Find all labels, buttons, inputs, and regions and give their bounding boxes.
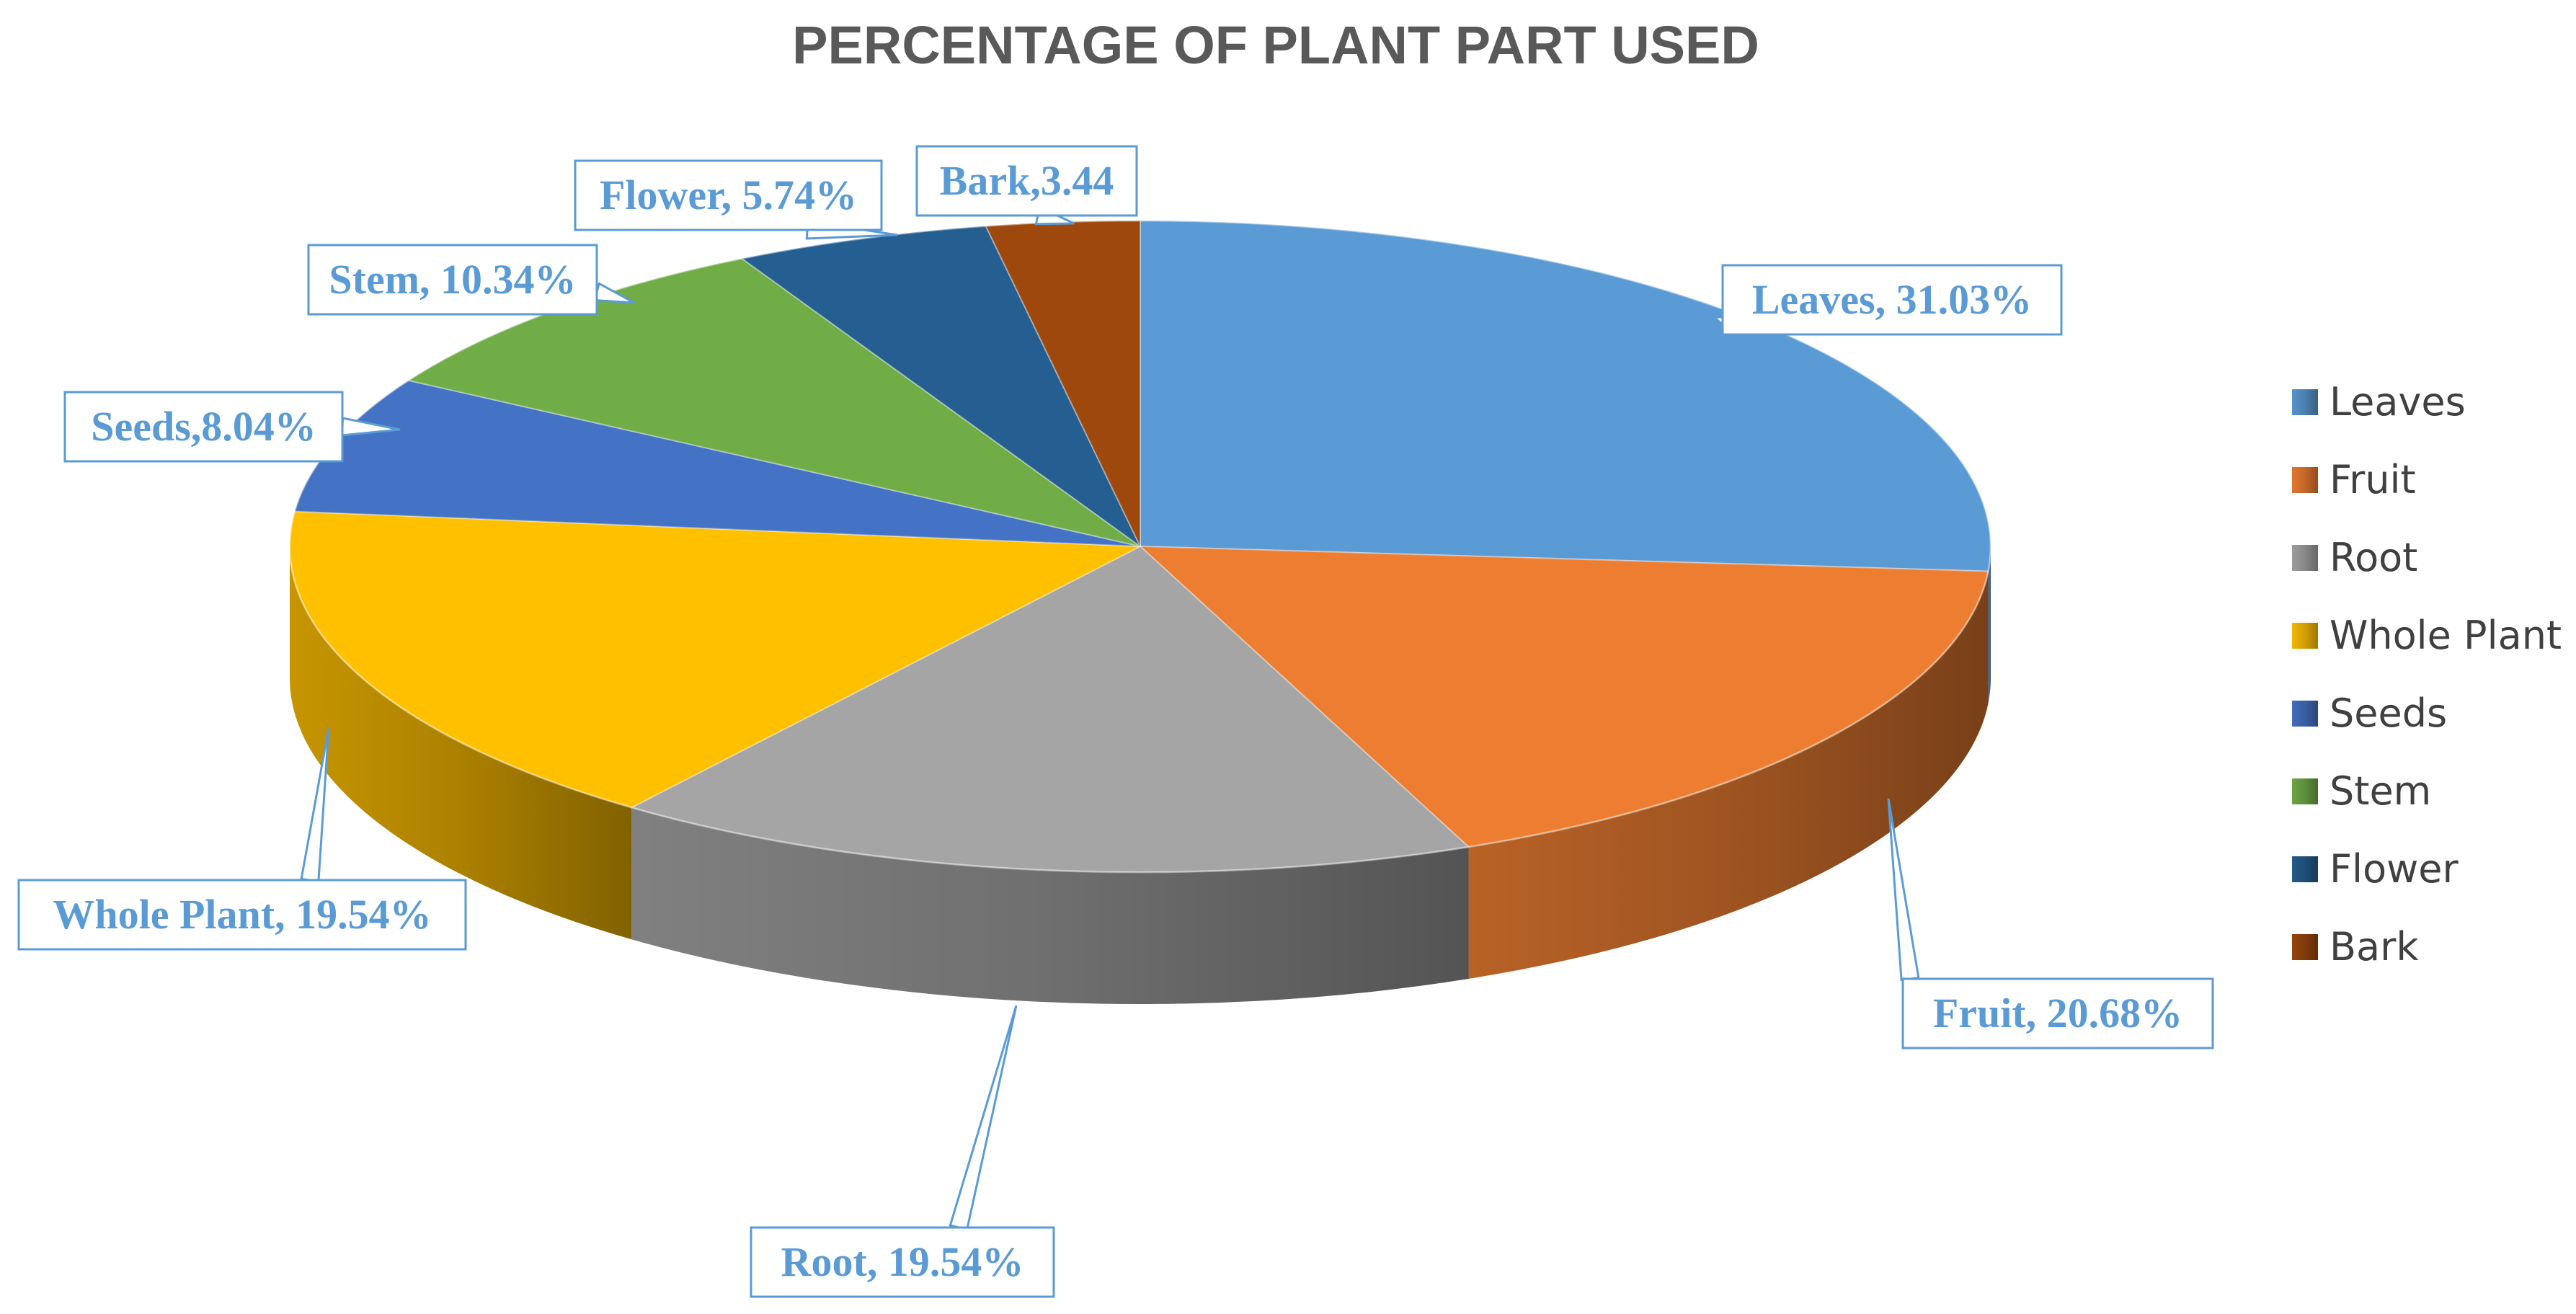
slice-flower <box>740 225 1141 547</box>
legend-swatch-shade-seeds <box>2292 701 2318 727</box>
legend-label-fruit: Fruit <box>2329 457 2416 502</box>
pie-rim <box>288 219 1992 874</box>
data-label-flower: Flower, 5.74% <box>600 172 857 218</box>
leader-fruit <box>1887 798 1920 982</box>
side-shade-fruit <box>1468 571 1989 979</box>
legend-label-leaves: Leaves <box>2329 379 2466 425</box>
legend-label-whole-plant: Whole Plant <box>2329 613 2562 658</box>
data-label-whole-plant: Whole Plant, 19.54% <box>53 891 431 938</box>
data-label-seeds: Seeds,8.04% <box>91 403 316 450</box>
legend-swatch-shade-stem <box>2292 778 2318 804</box>
slice-root <box>629 545 1470 873</box>
chart-title: PERCENTAGE OF PLANT PART USED <box>792 15 1759 75</box>
legend-label-root: Root <box>2329 535 2417 580</box>
data-label-leaves: Leaves, 31.03% <box>1752 276 2032 323</box>
data-label-box-root <box>750 1226 1055 1298</box>
legend-swatch-shade-flower <box>2292 856 2318 882</box>
slice-fruit <box>1138 545 1989 848</box>
data-labels: Leaves, 31.03% Fruit, 20.68% Root, 19.54% W… <box>17 145 2214 1298</box>
pie-slices <box>288 219 1992 874</box>
legend-swatch-shade-bark <box>2292 934 2318 960</box>
legend-swatch-shade-leaves <box>2292 389 2318 415</box>
legend-swatch-shade-whole-plant <box>2292 623 2318 649</box>
data-label-box-fruit <box>1901 977 2214 1049</box>
data-label-box-leaves <box>1721 264 2063 336</box>
legend-label-flower: Flower <box>2329 846 2459 892</box>
data-label-root: Root, 19.54% <box>781 1238 1024 1285</box>
data-label-fruit: Fruit, 20.68% <box>1933 990 2182 1036</box>
legend: Leaves Fruit Root Whole Plant Seeds Stem Flowe… <box>2292 379 2562 969</box>
slice-whole-plant <box>289 510 1143 809</box>
pie-side-walls <box>290 546 1991 1005</box>
legend-swatch-shade-fruit <box>2292 467 2318 493</box>
legend-label-stem: Stem <box>2329 768 2431 814</box>
data-label-box-whole-plant <box>17 879 467 951</box>
side-shade-leaves <box>1988 546 1991 703</box>
legend-swatch-shade-root <box>2292 545 2318 571</box>
side-shade-whole-plant <box>290 546 632 940</box>
side-shade-root <box>631 807 1469 1005</box>
leader-root <box>949 1005 1018 1231</box>
data-label-box-flower <box>574 159 883 231</box>
data-label-stem: Stem, 10.34% <box>329 256 576 303</box>
data-label-box-seeds <box>63 391 344 463</box>
legend-label-seeds: Seeds <box>2329 691 2447 736</box>
data-label-bark: Bark,3.44 <box>940 157 1114 204</box>
data-label-box-stem <box>307 244 598 316</box>
legend-label-bark: Bark <box>2329 924 2419 969</box>
data-label-box-bark <box>915 145 1138 217</box>
